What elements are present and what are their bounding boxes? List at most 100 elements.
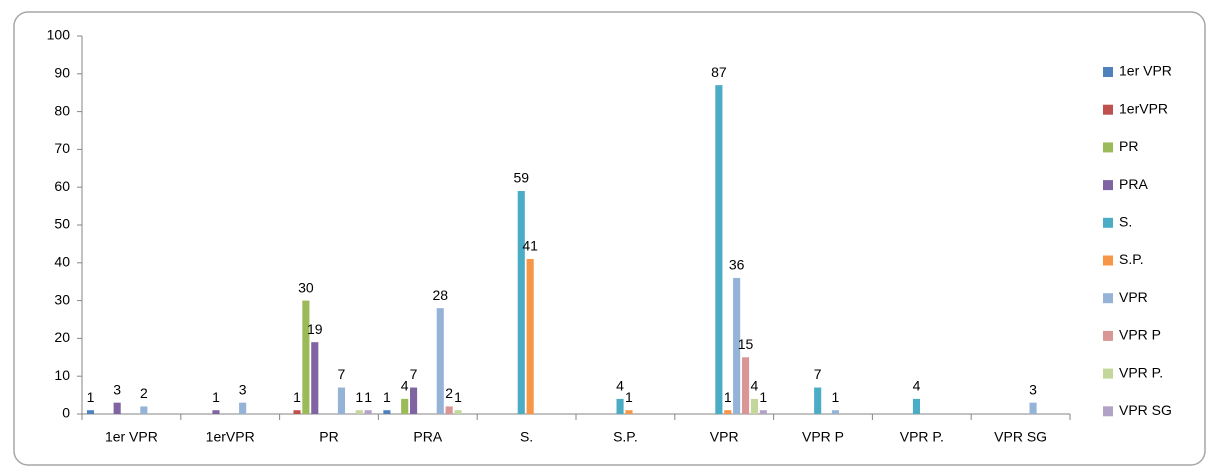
data-label: 87 xyxy=(711,64,727,80)
data-label: 1 xyxy=(293,389,301,405)
x-tick-label: S. xyxy=(520,429,533,445)
bar xyxy=(741,357,750,414)
data-label: 7 xyxy=(410,366,418,382)
data-label: 41 xyxy=(522,238,538,254)
bar xyxy=(625,410,633,414)
bar xyxy=(239,402,247,414)
bar xyxy=(302,300,310,414)
legend-label: 1er VPR xyxy=(1119,63,1172,79)
x-tick-label: 1er VPR xyxy=(105,429,158,445)
bar xyxy=(436,308,444,414)
legend-swatch xyxy=(1103,330,1113,341)
bar xyxy=(724,410,732,414)
data-label: 1 xyxy=(724,389,732,405)
y-tick-label: 30 xyxy=(54,291,70,307)
bar xyxy=(410,387,418,414)
data-label: 1 xyxy=(832,389,840,405)
x-tick-label: VPR xyxy=(710,429,739,445)
x-tick-label: VPR P xyxy=(802,429,844,445)
legend-swatch xyxy=(1103,368,1113,379)
data-label: 7 xyxy=(338,366,346,382)
bar xyxy=(454,410,462,414)
data-label: 1 xyxy=(364,389,372,405)
legend-swatch xyxy=(1103,255,1113,266)
bar xyxy=(517,190,525,414)
bar xyxy=(140,406,148,414)
data-label: 30 xyxy=(298,279,314,295)
x-tick-label: PR xyxy=(319,429,338,445)
data-label: 3 xyxy=(113,381,121,397)
bar xyxy=(831,410,840,414)
legend-label: S.P. xyxy=(1119,251,1144,267)
bar xyxy=(445,406,453,414)
data-label: 15 xyxy=(738,336,754,352)
bar xyxy=(715,85,723,414)
bar xyxy=(212,410,220,414)
data-label: 1 xyxy=(625,389,633,405)
legend-label: VPR SG xyxy=(1119,402,1172,418)
data-label: 4 xyxy=(401,378,409,394)
y-tick-label: 10 xyxy=(54,367,70,383)
bar xyxy=(733,277,741,414)
data-label: 2 xyxy=(445,385,453,401)
y-tick-label: 0 xyxy=(62,405,70,421)
bar xyxy=(86,410,95,414)
y-tick-label: 50 xyxy=(54,216,70,232)
legend-label: PRA xyxy=(1119,176,1148,192)
data-label: 1 xyxy=(383,389,391,405)
x-tick-label: VPR SG xyxy=(994,429,1047,445)
data-label: 1 xyxy=(454,389,462,405)
y-tick-label: 40 xyxy=(54,254,70,270)
legend-label: PR xyxy=(1119,138,1138,154)
bar xyxy=(311,342,319,414)
data-label: 4 xyxy=(751,378,759,394)
data-label: 36 xyxy=(729,257,745,273)
bar xyxy=(293,410,301,414)
bar xyxy=(616,398,624,414)
bar xyxy=(355,410,363,414)
bar xyxy=(1029,402,1037,414)
x-tick-label: VPR P. xyxy=(900,429,944,445)
bar xyxy=(759,410,767,414)
y-tick-label: 90 xyxy=(54,65,70,81)
bar xyxy=(364,410,372,414)
legend-label: VPR P. xyxy=(1119,364,1163,380)
x-tick-label: PRA xyxy=(413,429,442,445)
bar xyxy=(383,410,391,414)
bar xyxy=(337,387,346,414)
data-label: 3 xyxy=(239,381,247,397)
data-label: 4 xyxy=(913,378,921,394)
bar xyxy=(912,398,921,414)
data-label: 19 xyxy=(307,321,323,337)
data-label: 7 xyxy=(814,366,822,382)
y-tick-label: 100 xyxy=(47,27,71,43)
legend-label: 1erVPR xyxy=(1119,100,1168,116)
bar xyxy=(113,402,121,414)
data-label: 1 xyxy=(87,389,95,405)
chart-frame xyxy=(13,11,1206,466)
bar xyxy=(401,398,409,414)
data-label: 1 xyxy=(759,389,767,405)
bar xyxy=(814,387,822,414)
y-tick-label: 60 xyxy=(54,178,70,194)
legend-label: S. xyxy=(1119,214,1132,230)
legend-swatch xyxy=(1103,104,1113,115)
legend-swatch xyxy=(1103,293,1113,304)
y-tick-label: 70 xyxy=(54,140,70,156)
legend-swatch xyxy=(1103,142,1113,153)
legend-swatch xyxy=(1103,180,1113,191)
data-label: 4 xyxy=(616,378,624,394)
legend-swatch xyxy=(1103,217,1113,228)
bar xyxy=(526,259,534,414)
legend-swatch xyxy=(1103,406,1113,417)
legend-label: VPR P xyxy=(1119,327,1161,343)
bar xyxy=(750,398,758,414)
data-label: 59 xyxy=(513,170,529,186)
data-label: 3 xyxy=(1029,381,1037,397)
legend-swatch xyxy=(1103,67,1113,77)
y-tick-label: 80 xyxy=(54,102,70,118)
x-tick-label: S.P. xyxy=(613,429,638,445)
y-tick-label: 20 xyxy=(54,329,70,345)
legend-label: VPR xyxy=(1119,289,1148,305)
